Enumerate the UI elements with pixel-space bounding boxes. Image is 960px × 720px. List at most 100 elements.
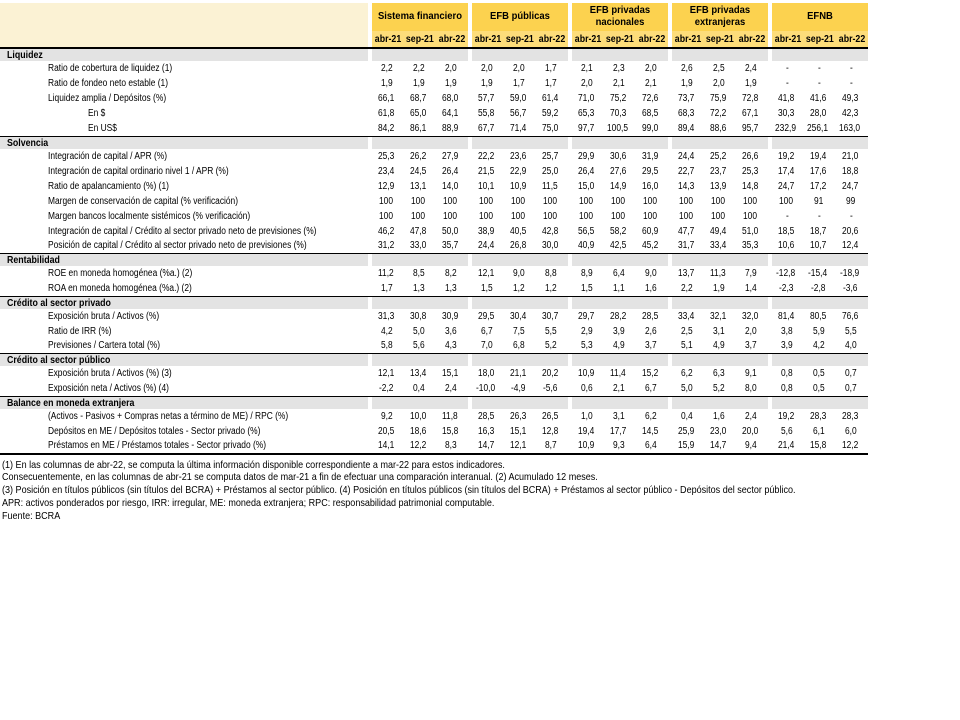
value-cell-text: -4,9 — [511, 382, 526, 394]
value-cell-text: 2,0 — [712, 78, 725, 89]
value-cell: 2,0 — [436, 61, 468, 76]
value-cell: 24,7 — [772, 179, 804, 194]
value-cell-text: 26,2 — [409, 150, 427, 162]
value-cell-text: 99 — [846, 195, 856, 207]
table-row: Ratio de cobertura de liquidez (1) 2,2 2,2… — [0, 61, 868, 76]
value-cell-text: 65,3 — [577, 108, 595, 119]
row-label: Margen bancos localmente sistémicos (% v… — [0, 209, 368, 224]
value-cell: 7,0 — [472, 339, 504, 354]
value-cell: 71,0 — [572, 91, 604, 106]
group-separator — [467, 47, 472, 61]
footnote-text: APR: activos ponderados por riesgo, IRR:… — [2, 496, 495, 509]
value-cell-text: 91 — [814, 195, 824, 207]
group-separator — [767, 423, 772, 439]
value-cell: 61,4 — [536, 91, 568, 106]
table-row: Integración de capital / Crédito al sect… — [0, 223, 868, 239]
value-cell: 29,5 — [636, 164, 668, 179]
group-separator — [467, 208, 472, 224]
value-cell-text: 2,9 — [580, 325, 593, 337]
value-cell-text: 25,3 — [377, 150, 395, 162]
value-cell-text: 3,6 — [444, 325, 457, 337]
group-separator — [667, 281, 672, 296]
value-cell: 0,5 — [804, 381, 836, 396]
section-band — [771, 295, 868, 309]
row-label-text: Posición de capital / Crédito al sector … — [48, 240, 307, 252]
value-cell: 11,5 — [536, 179, 568, 194]
section-band — [771, 353, 868, 366]
value-cell-text: 30,9 — [441, 310, 459, 322]
value-cell-text: -12,8 — [776, 268, 796, 279]
value-cell-text: 20,2 — [541, 368, 559, 379]
value-cell-text: 0,5 — [812, 368, 825, 379]
value-cell-text: 5,3 — [580, 340, 593, 352]
row-label: Integración de capital / Crédito al sect… — [0, 224, 368, 239]
value-cell-text: 0,7 — [844, 368, 857, 379]
value-cell-text: 65,0 — [409, 108, 427, 119]
table-row: Depósitos en ME / Depósitos totales - Se… — [0, 423, 868, 439]
section-title-text: Solvencia — [7, 136, 49, 149]
value-cell: 17,4 — [772, 164, 804, 179]
row-label-text: ROE en moneda homogénea (%a.) (2) — [48, 268, 193, 279]
group-separator — [567, 135, 572, 149]
value-cell: 1,7 — [536, 76, 568, 91]
value-cell: 19,4 — [804, 149, 836, 164]
value-cell: 5,1 — [672, 339, 704, 354]
value-cell-text: 1,9 — [444, 78, 457, 89]
value-cell-text: 3,7 — [644, 340, 657, 352]
group-separator — [567, 281, 572, 296]
value-cell-text: 75,0 — [541, 122, 559, 134]
group-separator — [667, 408, 672, 424]
group-separator — [367, 223, 372, 239]
value-cell: 2,6 — [672, 61, 704, 76]
period-header: abr-21 — [671, 31, 704, 49]
section-header-row: Solvencia — [0, 135, 868, 149]
group-separator — [367, 121, 372, 136]
value-cell: 35,3 — [736, 239, 768, 254]
group-separator — [567, 423, 572, 439]
value-cell: 33,0 — [404, 239, 436, 254]
value-cell: 2,2 — [672, 281, 704, 296]
value-cell-text: 100 — [679, 195, 694, 207]
group-separator — [367, 3, 372, 31]
value-cell-text: 25,9 — [677, 425, 695, 437]
value-cell-text: 0,8 — [780, 368, 793, 379]
value-cell-text: 6,1 — [812, 425, 825, 437]
value-cell-text: 97,7 — [577, 122, 595, 134]
value-cell-text: 18,8 — [841, 165, 859, 177]
value-cell-text: 6,4 — [644, 440, 657, 451]
group-separator — [667, 106, 672, 121]
group-separator — [367, 135, 372, 149]
value-cell: 75,2 — [604, 91, 636, 106]
value-cell: 2,0 — [472, 61, 504, 76]
value-cell-text: 17,2 — [809, 180, 827, 192]
row-label: Exposición bruta / Activos (%) — [0, 309, 368, 324]
value-cell-text: 4,0 — [844, 340, 857, 352]
value-cell-text: 72,8 — [741, 93, 759, 104]
group-separator — [767, 178, 772, 194]
value-cell-text: 59,0 — [509, 93, 527, 104]
value-cell-text: 28,5 — [641, 310, 659, 322]
value-cell: 163,0 — [836, 121, 868, 136]
value-cell-text: 6,7 — [644, 382, 657, 394]
footnote-text: (3) Posición en títulos públicos (sin tí… — [2, 484, 796, 497]
value-cell-text: 5,5 — [844, 325, 857, 337]
group-separator — [567, 76, 572, 91]
value-cell: -15,4 — [804, 266, 836, 281]
value-cell-text: 100 — [543, 195, 558, 207]
value-cell: 41,6 — [804, 91, 836, 106]
value-cell: 5,5 — [536, 324, 568, 339]
value-cell: 1,3 — [404, 281, 436, 296]
value-cell-text: 32,1 — [709, 310, 727, 322]
value-cell: 75,9 — [704, 91, 736, 106]
group-separator — [567, 381, 572, 396]
value-cell-text: 1,9 — [480, 78, 493, 89]
value-cell-text: 20,6 — [841, 225, 859, 237]
value-cell-text: 42,5 — [609, 240, 627, 252]
value-cell: 26,4 — [572, 164, 604, 179]
value-cell: 7,5 — [504, 324, 536, 339]
value-cell-text: 1,6 — [712, 410, 725, 422]
value-cell: 24,7 — [836, 179, 868, 194]
value-cell: 18,8 — [836, 164, 868, 179]
value-cell-text: 33,4 — [677, 310, 695, 322]
value-cell: 26,2 — [404, 149, 436, 164]
